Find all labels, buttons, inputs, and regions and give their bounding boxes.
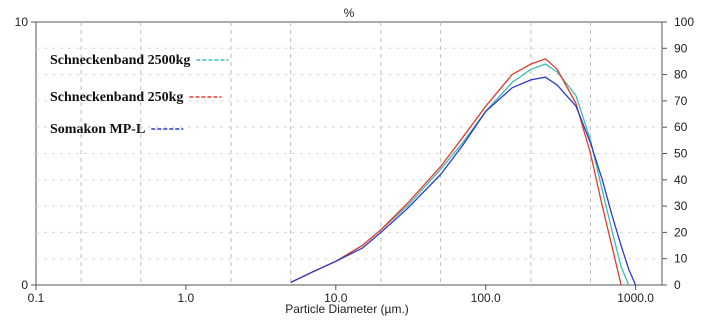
- legend-label-3: Somakon MP-L: [50, 122, 145, 137]
- series-line-2: [290, 58, 622, 286]
- right-tick-label: 50: [674, 147, 688, 161]
- legend: Schneckenband 2500kg Schneckenband 250kg S…: [50, 53, 229, 137]
- left-tick-label: 10: [15, 15, 29, 29]
- right-tick-label: 20: [674, 225, 688, 239]
- right-tick-label: 0: [674, 278, 681, 292]
- right-tick-label: 30: [674, 199, 688, 213]
- series-lines: [290, 58, 637, 286]
- right-tick-label: 40: [674, 173, 688, 187]
- x-tick-label: 1.0: [178, 291, 195, 305]
- left-tick-label: 0: [21, 278, 28, 292]
- x-tick-label: 100.0: [471, 291, 501, 305]
- grid-lines: [36, 22, 662, 285]
- right-tick-label: 80: [674, 68, 688, 82]
- legend-label-2: Schneckenband 250kg: [50, 90, 183, 105]
- series-line-3: [290, 76, 637, 286]
- right-tick-label: 90: [674, 41, 688, 55]
- axis-ticks: 0.1 1.0 10.0 100.0 1000.00100102030405060708…: [15, 15, 695, 305]
- right-tick-label: 60: [674, 120, 688, 134]
- x-tick-label: 0.1: [28, 291, 45, 305]
- right-tick-label: 10: [674, 252, 688, 266]
- right-tick-label: 70: [674, 94, 688, 108]
- chart-title: %: [344, 6, 355, 20]
- legend-label-1: Schneckenband 2500kg: [50, 53, 190, 68]
- x-tick-label: 10.0: [324, 291, 348, 305]
- right-tick-label: 100: [674, 15, 694, 29]
- x-axis-title: Particle Diameter (µm.): [285, 302, 409, 316]
- x-tick-label: 1000.0: [617, 291, 654, 305]
